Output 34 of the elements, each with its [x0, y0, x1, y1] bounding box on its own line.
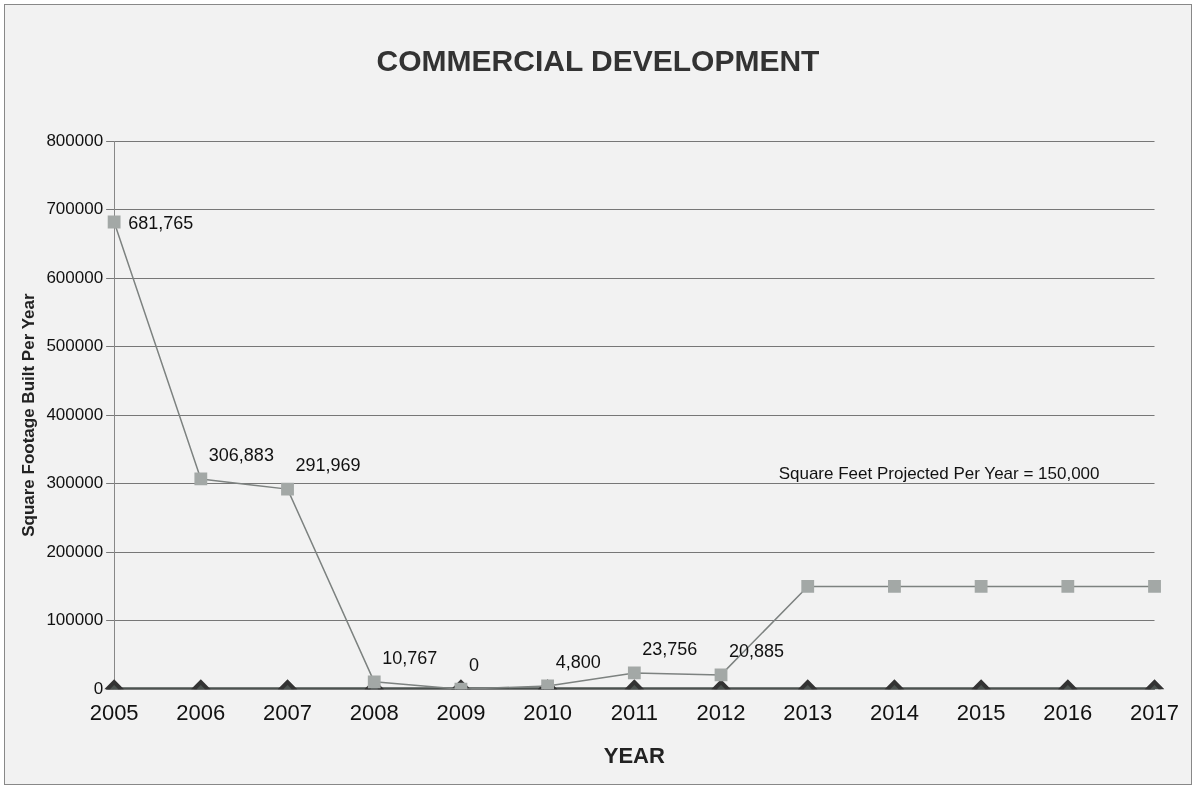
x-tick-label: 2008 — [349, 700, 399, 726]
y-tick-label: 700000 — [46, 199, 104, 219]
data-label: 306,883 — [208, 444, 274, 465]
annotation: Square Feet Projected Per Year = 150,000 — [778, 464, 1100, 484]
y-tick-label: 0 — [93, 678, 104, 698]
x-axis-title: YEAR — [603, 742, 665, 768]
y-axis-title: Square Footage Built Per Year — [18, 293, 38, 537]
data-label: 10,767 — [382, 647, 438, 668]
y-tick-label: 400000 — [46, 404, 104, 424]
y-tick-label: 500000 — [46, 336, 104, 356]
x-tick-label: 2010 — [523, 700, 573, 726]
data-label: 20,885 — [729, 640, 785, 661]
x-tick-label: 2007 — [263, 700, 312, 726]
x-tick-label: 2014 — [869, 700, 919, 726]
x-tick-label: 2011 — [610, 700, 658, 726]
y-tick-label: 100000 — [46, 610, 104, 630]
data-label: 291,969 — [295, 455, 361, 476]
x-tick-label: 2016 — [1043, 700, 1093, 726]
y-tick-label: 600000 — [46, 267, 104, 287]
x-tick-label: 2017 — [1130, 700, 1180, 726]
data-label: 681,765 — [128, 212, 194, 233]
data-label: 0 — [468, 655, 479, 676]
x-tick-label: 2006 — [176, 700, 226, 726]
data-label: 4,800 — [555, 651, 601, 672]
x-tick-label: 2015 — [956, 700, 1006, 726]
y-tick-label: 300000 — [46, 473, 104, 493]
x-tick-label: 2013 — [783, 700, 833, 726]
y-tick-label: 200000 — [46, 541, 104, 561]
data-label: 23,756 — [642, 638, 698, 659]
x-tick-label: 2009 — [436, 700, 486, 726]
x-tick-label: 2005 — [89, 700, 139, 726]
x-tick-label: 2012 — [696, 700, 746, 726]
y-tick-label: 800000 — [46, 130, 104, 150]
chart-title: COMMERCIAL DEVELOPMENT — [376, 44, 820, 78]
